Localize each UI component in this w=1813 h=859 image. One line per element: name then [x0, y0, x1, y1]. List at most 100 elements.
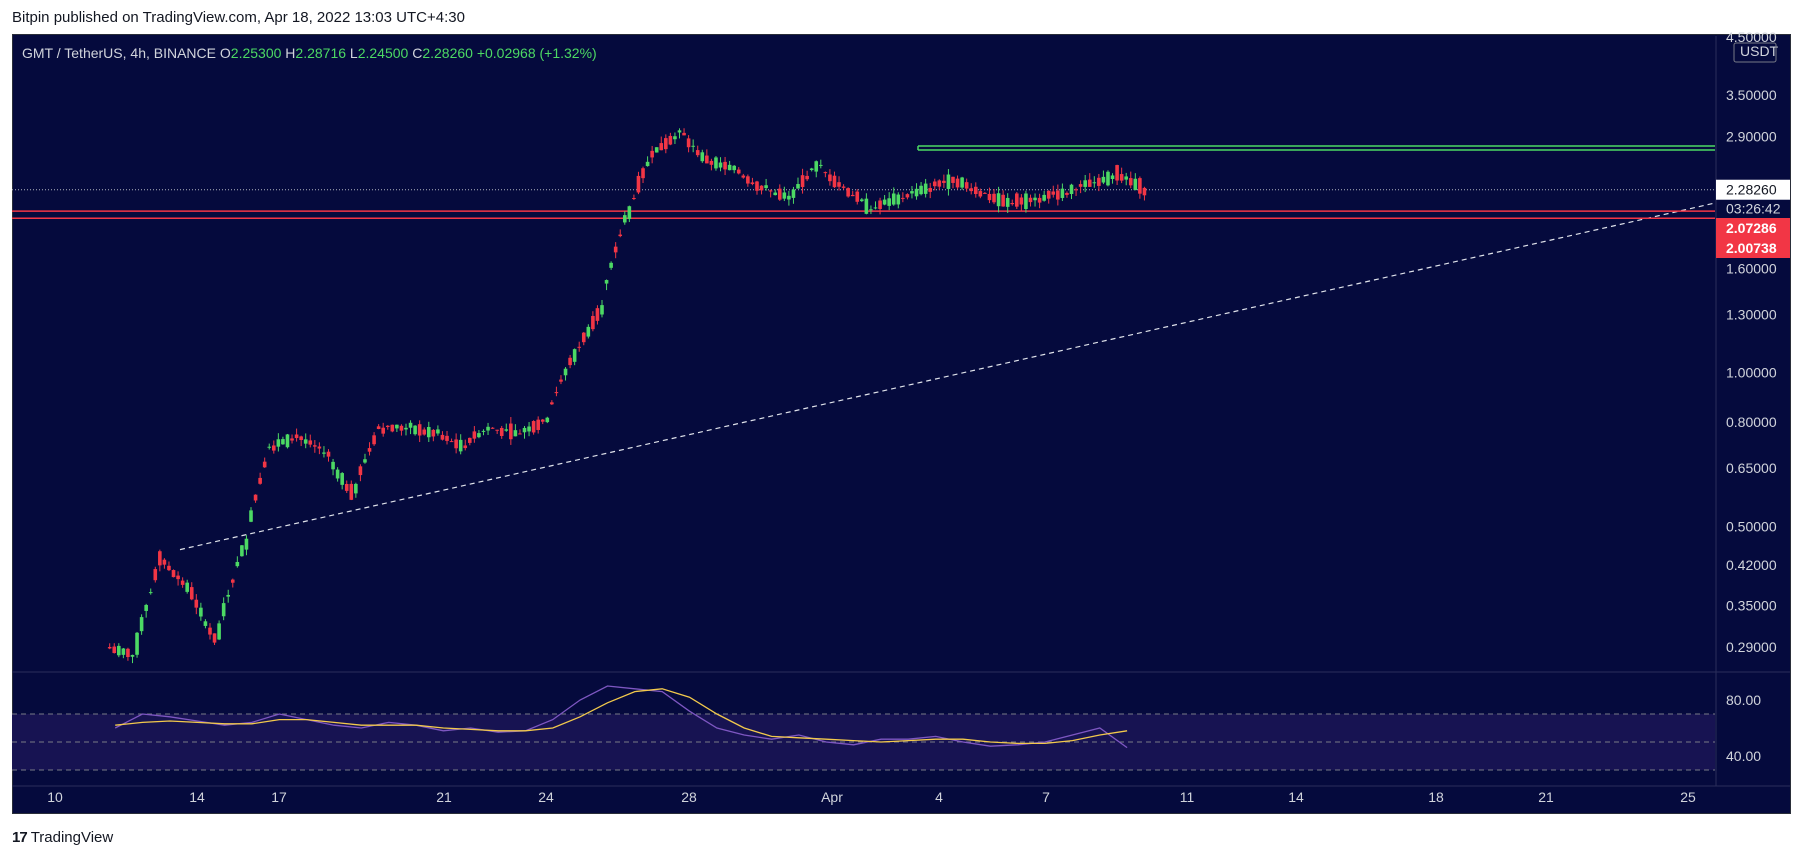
- candle-body: [144, 604, 148, 611]
- candle-body: [577, 346, 582, 348]
- candle-body: [335, 469, 340, 479]
- candle-body: [504, 429, 509, 431]
- time-tick-label: 11: [1180, 789, 1195, 805]
- candle-body: [212, 633, 217, 643]
- candle-body: [139, 617, 144, 632]
- candle-body: [841, 186, 846, 188]
- legend-low: 2.24500: [357, 45, 409, 61]
- price-tick-label: 1.60000: [1726, 260, 1777, 276]
- candle-body: [705, 155, 709, 164]
- candle-body: [946, 174, 951, 189]
- candle-body: [973, 186, 978, 195]
- candle-body: [910, 191, 914, 194]
- candle-body: [235, 561, 240, 567]
- candle-body: [855, 191, 860, 202]
- tradingview-logo-icon: 17: [12, 829, 28, 846]
- candle-body: [800, 175, 805, 187]
- candle-body: [741, 175, 746, 178]
- candle-body: [695, 150, 700, 156]
- candle-body: [591, 315, 595, 330]
- candle-body: [481, 430, 486, 432]
- candle-body: [385, 425, 390, 428]
- candle-body: [240, 545, 244, 557]
- candle-body: [413, 425, 417, 435]
- candle-body: [272, 445, 276, 451]
- time-tick-label: 14: [189, 789, 205, 805]
- candle-body: [1037, 197, 1042, 203]
- candle-body: [1128, 178, 1133, 186]
- candle-body: [203, 621, 208, 626]
- candle-body: [308, 440, 313, 445]
- footer-brand[interactable]: 17 TradingView: [12, 829, 113, 846]
- candle-body: [1005, 197, 1010, 207]
- candle-body: [850, 194, 855, 197]
- candle-body: [135, 632, 139, 655]
- candle-body: [723, 161, 727, 170]
- price-tick-label: 1.30000: [1726, 307, 1777, 323]
- legend-open: 2.25300: [230, 45, 282, 61]
- candle-body: [686, 138, 691, 148]
- candle-body: [285, 434, 290, 448]
- candle-body: [869, 209, 873, 211]
- candle-body: [955, 178, 960, 188]
- candle-body: [1074, 189, 1078, 191]
- legend-low-label: L: [349, 45, 358, 61]
- candle-body: [627, 206, 632, 220]
- candle-body: [331, 461, 335, 470]
- candle-body: [709, 160, 714, 165]
- rsi-tick-label: 80.00: [1726, 692, 1761, 708]
- candle-body: [472, 431, 477, 439]
- candle-body: [372, 435, 376, 445]
- candle-body: [809, 168, 814, 171]
- candle-body: [837, 182, 841, 187]
- candle-body: [554, 392, 559, 394]
- symbol-legend: GMT / TetherUS, 4h, BINANCE O2.25300 H2.…: [22, 45, 597, 61]
- candle-body: [673, 136, 677, 140]
- time-tick-label: 4: [935, 789, 943, 805]
- chart-frame[interactable]: [12, 34, 1791, 814]
- candle-body: [531, 421, 536, 433]
- candle-body: [964, 182, 969, 189]
- candle-body: [390, 424, 395, 432]
- candle-body: [960, 177, 964, 188]
- candle-body: [572, 349, 577, 362]
- candle-body: [901, 197, 905, 199]
- candle-body: [586, 326, 591, 337]
- candle-body: [1015, 193, 1019, 207]
- candle-body: [226, 594, 231, 597]
- candle-body: [905, 194, 910, 198]
- candle-body: [1065, 192, 1069, 195]
- candle-body: [221, 603, 226, 617]
- legend-change: +0.02968 (+1.32%): [476, 45, 597, 61]
- candle-body: [896, 194, 901, 205]
- candle-body: [176, 575, 180, 580]
- price-tick-label: 0.80000: [1726, 414, 1777, 430]
- candle-body: [632, 197, 636, 199]
- candle-body: [422, 429, 427, 435]
- candle-body: [559, 379, 563, 382]
- legend-symbol[interactable]: GMT / TetherUS, 4h, BINANCE: [22, 45, 216, 61]
- candle-body: [581, 332, 586, 343]
- candle-body: [322, 452, 326, 454]
- candle-body: [349, 483, 354, 500]
- candle-body: [267, 446, 272, 448]
- price-tick-label: 3.50000: [1726, 87, 1777, 103]
- candle-body: [431, 429, 436, 437]
- candle-body: [700, 152, 705, 162]
- candle-body: [891, 193, 896, 205]
- candle-body: [773, 192, 778, 196]
- candle-body: [759, 185, 764, 191]
- candle-body: [828, 174, 832, 182]
- last-price-label: 2.28260: [1726, 182, 1777, 198]
- candle-body: [1028, 197, 1033, 203]
- candle-body: [823, 172, 828, 174]
- candle-body: [860, 199, 864, 202]
- candle-body: [654, 147, 659, 153]
- candle-body: [650, 150, 654, 158]
- candle-body: [718, 162, 723, 168]
- candle-body: [463, 445, 468, 449]
- candle-body: [522, 427, 527, 433]
- candle-body: [244, 538, 249, 550]
- level-price-label: 2.00738: [1726, 240, 1777, 256]
